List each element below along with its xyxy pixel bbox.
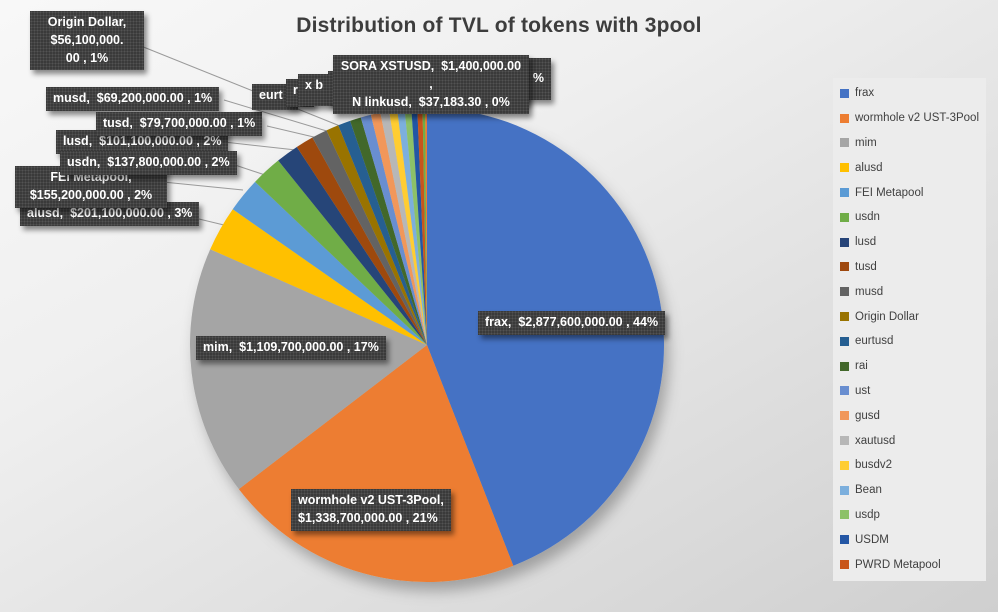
legend-swatch-icon (840, 262, 849, 272)
legend-item-pwrd-metapool[interactable]: PWRD Metapool (833, 552, 986, 577)
legend-item-label: Origin Dollar (855, 310, 919, 323)
pie-slice-usdn[interactable] (255, 160, 427, 345)
legend-swatch-icon (840, 361, 849, 371)
legend-item-xautusd[interactable]: xautusd (833, 428, 986, 453)
label-sora-linkusd[interactable]: SORA XSTUSD, $1,400,000.00 , N linkusd, … (333, 55, 529, 115)
pie-slice-gusd[interactable] (370, 112, 427, 345)
pie-slice-busdv2[interactable] (389, 109, 427, 346)
label-tusd[interactable]: tusd, $79,700,000.00 , 1% (96, 112, 263, 136)
legend-item-wormhole-v2-ust-3pool[interactable]: wormhole v2 UST-3Pool (833, 106, 986, 131)
legend-item-label: FEI Metapool (855, 186, 924, 199)
legend-swatch-icon (840, 560, 849, 570)
legend-item-label: musd (855, 285, 884, 298)
legend-swatch-icon (840, 163, 849, 173)
legend-item-gusd[interactable]: gusd (833, 403, 986, 428)
pie-slice-rai[interactable] (350, 117, 427, 345)
pie-slice-linkusd[interactable] (425, 108, 427, 345)
pie-slice-ust[interactable] (360, 114, 427, 346)
legend-item-frax[interactable]: frax (833, 81, 986, 106)
legend-item-label: gusd (855, 409, 880, 422)
legend-item-label: rai (855, 360, 868, 373)
legend-item-label: PWRD Metapool (855, 558, 941, 571)
legend-item-rai[interactable]: rai (833, 354, 986, 379)
label-musd[interactable]: musd, $69,200,000.00 , 1% (46, 87, 220, 111)
legend-swatch-icon (840, 188, 849, 198)
pie-slice-frax[interactable] (427, 108, 665, 566)
legend-item-label: eurtusd (855, 335, 894, 348)
label-origin-dollar[interactable]: Origin Dollar, $56,100,000. 00 , 1% (30, 11, 144, 71)
label-frax[interactable]: frax, $2,877,600,000.00 , 44% (478, 311, 666, 335)
chart-title[interactable]: Distribution of TVL of tokens with 3pool (296, 14, 702, 37)
legend-item-label: lusd (855, 236, 877, 249)
legend-swatch-icon (840, 386, 849, 396)
legend-item-fei-metapool[interactable]: FEI Metapool (833, 180, 986, 205)
label-usdn[interactable]: usdn, $137,800,000.00 , 2% (60, 151, 237, 175)
legend-item-lusd[interactable]: lusd (833, 230, 986, 255)
legend-item-label: mim (855, 136, 877, 149)
label-lusd[interactable]: lusd, $101,100,000.00 , 2% (56, 130, 229, 154)
legend-item-usdn[interactable]: usdn (833, 205, 986, 230)
legend-item-musd[interactable]: musd (833, 279, 986, 304)
legend-swatch-icon (840, 113, 849, 123)
legend-swatch-icon (840, 312, 849, 322)
pie-slice-sora-xstusd[interactable] (422, 108, 427, 345)
legend-swatch-icon (840, 535, 849, 545)
legend-swatch-icon (840, 88, 849, 98)
label-alusd[interactable]: alusd, $201,100,000.00 , 3% (20, 202, 200, 226)
pie-slice-usdp[interactable] (404, 108, 427, 346)
legend-item-label: usdp (855, 508, 880, 521)
legend-item-tusd[interactable]: tusd (833, 255, 986, 280)
legend-item-busdv2[interactable]: busdv2 (833, 453, 986, 478)
legend-item-bean[interactable]: Bean (833, 478, 986, 503)
legend-item-label: alusd (855, 161, 883, 174)
legend-swatch-icon (840, 510, 849, 520)
pie-slice-usdm[interactable] (411, 108, 427, 345)
legend-swatch-icon (840, 460, 849, 470)
legend-item-eurtusd[interactable]: eurtusd (833, 329, 986, 354)
legend-item-label: xautusd (855, 434, 896, 447)
leader-lines (130, 41, 341, 227)
pie-slice-origin-dollar[interactable] (326, 125, 427, 345)
legend-item-label: ust (855, 384, 871, 397)
pie-slice-xautusd[interactable] (380, 111, 427, 345)
pie-slice-alusd[interactable] (210, 209, 427, 345)
legend-item-alusd[interactable]: alusd (833, 155, 986, 180)
legend-item-label: frax (855, 87, 875, 100)
legend-swatch-icon (840, 212, 849, 222)
pie-slice-musd[interactable] (312, 130, 427, 345)
pie-slice-fei-metapool[interactable] (232, 181, 427, 345)
legend-item-label: USDM (855, 533, 889, 546)
pie-slice-pwrd-metapool[interactable] (417, 108, 427, 345)
legend-item-usdm[interactable]: USDM (833, 527, 986, 552)
label-wormhole[interactable]: wormhole v2 UST-3Pool, $1,338,700,000.00… (291, 489, 451, 531)
pie-slice-mim[interactable] (189, 249, 427, 490)
legend-swatch-icon (840, 485, 849, 495)
legend-item-label: tusd (855, 260, 877, 273)
legend-swatch-icon (840, 287, 849, 297)
legend-swatch-icon (840, 436, 849, 446)
legend-item-label: Bean (855, 484, 882, 497)
legend: frax wormhole v2 UST-3Pool mim alusd FEI Met… (833, 78, 986, 581)
legend-item-usdp[interactable]: usdp (833, 503, 986, 528)
pie-slice-eurtusd[interactable] (338, 120, 427, 345)
legend-swatch-icon (840, 237, 849, 247)
legend-item-label: wormhole v2 UST-3Pool (855, 112, 979, 125)
legend-swatch-icon (840, 336, 849, 346)
label-mim[interactable]: mim, $1,109,700,000.00 , 17% (196, 336, 386, 360)
pie-slice-bean[interactable] (397, 109, 427, 345)
legend-item-label: usdn (855, 211, 880, 224)
legend-swatch-icon (840, 138, 849, 148)
pie-slice-tusd[interactable] (296, 137, 427, 345)
legend-item-label: busdv2 (855, 459, 893, 472)
legend-swatch-icon (840, 411, 849, 421)
legend-item-ust[interactable]: ust (833, 379, 986, 404)
legend-item-origin-dollar[interactable]: Origin Dollar (833, 304, 986, 329)
pie-slice-lusd[interactable] (278, 146, 427, 345)
legend-item-mim[interactable]: mim (833, 131, 986, 156)
